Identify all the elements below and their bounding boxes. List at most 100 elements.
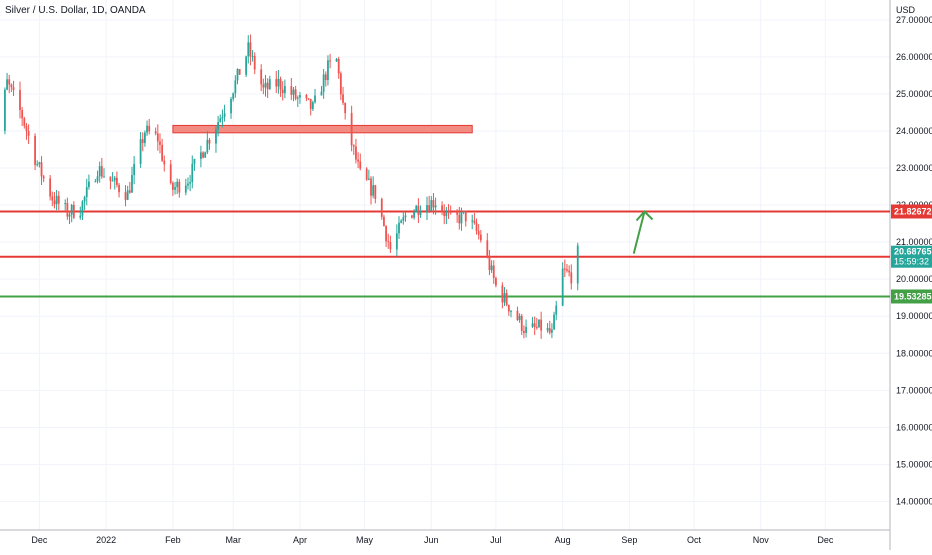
candle-body bbox=[411, 215, 413, 218]
candle-body bbox=[520, 315, 523, 332]
countdown-timer: 15:59:32 bbox=[894, 257, 929, 267]
candle-body bbox=[109, 176, 112, 181]
candle-body bbox=[83, 197, 86, 202]
candle-body bbox=[193, 158, 196, 164]
candle-body bbox=[456, 212, 459, 215]
candle-body bbox=[417, 205, 420, 215]
candle-body bbox=[208, 139, 211, 144]
y-tick-label: 21.00000 bbox=[896, 237, 932, 247]
candle-body bbox=[202, 152, 204, 158]
candle-body bbox=[159, 141, 161, 145]
candle-body bbox=[199, 152, 202, 159]
candle-body bbox=[236, 69, 239, 81]
candle-body bbox=[111, 180, 114, 182]
candle-body bbox=[266, 82, 269, 90]
candle-body bbox=[464, 211, 467, 222]
candle-body bbox=[27, 131, 30, 136]
candle-body bbox=[372, 185, 375, 196]
candle-body bbox=[51, 196, 54, 201]
y-tick-label: 26.00000 bbox=[896, 52, 932, 62]
y-tick-label: 24.00000 bbox=[896, 126, 932, 136]
x-tick-label: Jun bbox=[424, 535, 439, 545]
candle-body bbox=[335, 58, 338, 62]
candle-body bbox=[283, 86, 286, 94]
candle-body bbox=[495, 278, 497, 286]
candle-body bbox=[40, 162, 43, 177]
candle-body bbox=[251, 56, 254, 58]
candle-body bbox=[232, 93, 235, 99]
candle-body bbox=[395, 233, 398, 250]
x-tick-label: Jul bbox=[490, 535, 502, 545]
x-tick-label: Sep bbox=[621, 535, 637, 545]
candle-body bbox=[156, 133, 159, 142]
candle-body bbox=[516, 310, 519, 320]
candle-body bbox=[415, 205, 418, 213]
x-tick-label: Apr bbox=[293, 535, 307, 545]
candle-body bbox=[275, 79, 278, 87]
candle-body bbox=[176, 181, 179, 188]
candle-body bbox=[563, 268, 566, 270]
candle-body bbox=[505, 293, 508, 306]
candle-body bbox=[204, 152, 207, 158]
x-tick-label: 2022 bbox=[96, 535, 116, 545]
candle-body bbox=[161, 144, 164, 161]
candle-body bbox=[441, 205, 443, 213]
candle-body bbox=[510, 310, 512, 312]
candle-body bbox=[38, 162, 41, 165]
candle-body bbox=[292, 89, 295, 95]
candle-body bbox=[383, 216, 385, 227]
candle-body bbox=[189, 182, 192, 184]
candle-body bbox=[221, 116, 224, 119]
candle-body bbox=[320, 91, 323, 96]
candle-body bbox=[6, 79, 8, 90]
candle-body bbox=[25, 125, 28, 132]
candle-body bbox=[322, 74, 325, 92]
candle-body bbox=[103, 176, 105, 178]
candle-body bbox=[426, 205, 428, 213]
candle-body bbox=[238, 69, 241, 75]
candle-body bbox=[23, 118, 26, 126]
candle-body bbox=[385, 226, 387, 242]
candle-body bbox=[389, 242, 392, 250]
y-tick-label: 14.00000 bbox=[896, 496, 932, 506]
candle-body bbox=[329, 60, 331, 62]
candle-body bbox=[449, 211, 452, 213]
candle-body bbox=[568, 270, 571, 273]
candle-body bbox=[169, 164, 172, 183]
y-tick-label: 15.00000 bbox=[896, 459, 932, 469]
candle-body bbox=[355, 146, 357, 160]
x-tick-label: Dec bbox=[817, 535, 834, 545]
candle-body bbox=[398, 222, 400, 234]
candle-body bbox=[428, 205, 431, 212]
candle-body bbox=[55, 195, 58, 205]
candle-body bbox=[458, 214, 461, 224]
candle-body bbox=[314, 95, 316, 103]
candle-body bbox=[12, 87, 15, 91]
candle-body bbox=[309, 98, 312, 110]
candle-body bbox=[187, 183, 189, 186]
x-tick-label: May bbox=[356, 535, 374, 545]
candle-body bbox=[443, 212, 446, 217]
candle-body bbox=[36, 164, 39, 166]
candle-body bbox=[133, 163, 136, 176]
candle-body bbox=[492, 265, 495, 279]
candle-body bbox=[139, 139, 142, 164]
candle-body bbox=[531, 323, 534, 327]
candle-body bbox=[260, 69, 263, 85]
candle-body bbox=[217, 122, 220, 130]
candle-body bbox=[305, 95, 308, 99]
candle-body bbox=[178, 181, 181, 193]
candle-body bbox=[70, 204, 73, 215]
candle-body bbox=[34, 135, 36, 165]
level-price-tag-bg bbox=[891, 204, 932, 219]
candle-body bbox=[279, 78, 282, 90]
candle-body bbox=[146, 125, 148, 133]
candle-body bbox=[68, 214, 71, 217]
candle-body bbox=[473, 220, 476, 223]
candle-body bbox=[566, 269, 568, 271]
candle-body bbox=[79, 215, 82, 218]
y-tick-label: 23.00000 bbox=[896, 163, 932, 173]
candle-body bbox=[307, 98, 310, 100]
